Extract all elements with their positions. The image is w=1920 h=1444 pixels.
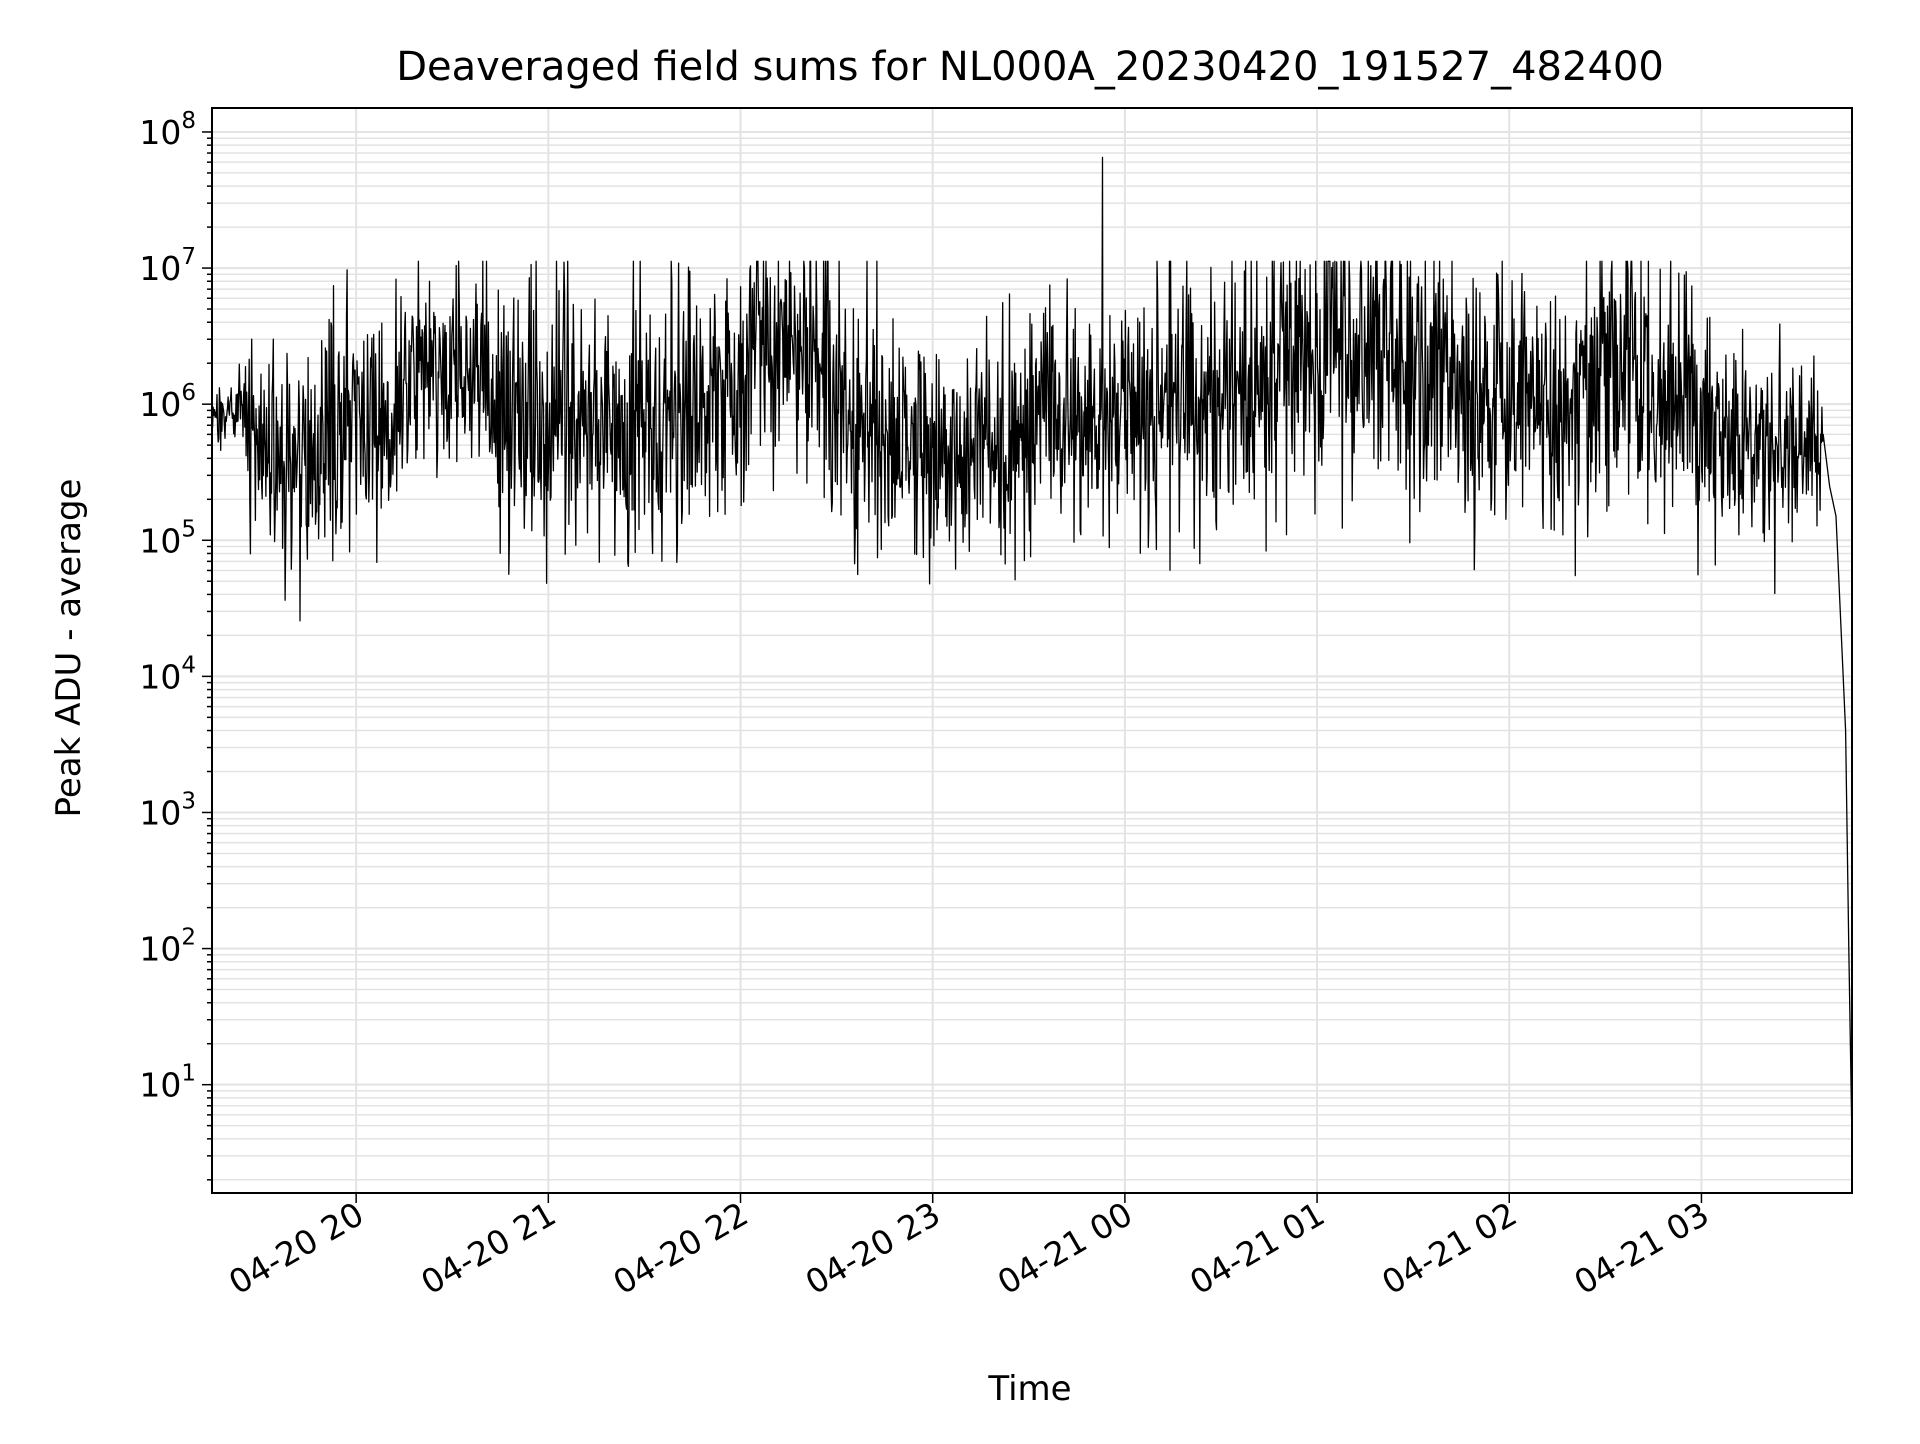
- y-axis-label: Peak ADU - average: [49, 479, 89, 818]
- y-tick-label: 101: [139, 1061, 196, 1105]
- y-tick-label: 104: [139, 652, 196, 696]
- grid-lines: [212, 108, 1852, 1193]
- series-layer: [211, 156, 1853, 1142]
- y-tick-label: 108: [139, 108, 196, 152]
- y-tick-label: 106: [139, 380, 196, 424]
- x-axis-label: Time: [987, 1369, 1071, 1409]
- y-tick-label: 102: [139, 925, 196, 969]
- y-tick-label: 105: [139, 516, 196, 560]
- chart-title: Deaveraged field sums for NL000A_2023042…: [396, 44, 1664, 90]
- y-tick-label: 103: [139, 788, 196, 832]
- data-line: [211, 156, 1853, 1142]
- y-tick-label: 107: [139, 244, 196, 288]
- axes-frame: [211, 107, 1853, 1194]
